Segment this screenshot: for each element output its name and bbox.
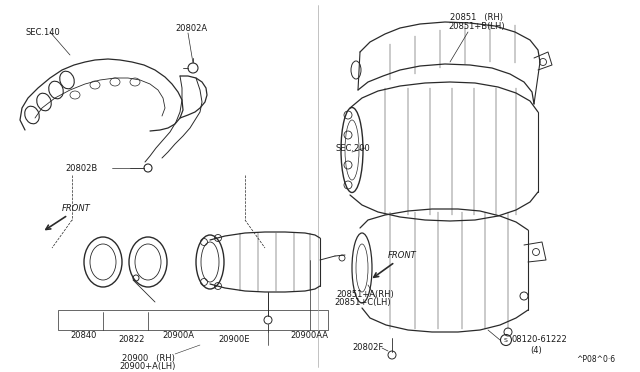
Text: 20851+B(LH): 20851+B(LH): [448, 22, 504, 31]
Text: FRONT: FRONT: [388, 251, 417, 260]
Bar: [58, 310, 328, 330]
Text: 08120-61222: 08120-61222: [512, 336, 568, 344]
Text: 20802A: 20802A: [175, 23, 207, 32]
Text: 20900E: 20900E: [218, 336, 250, 344]
Text: FRONT: FRONT: [62, 203, 91, 212]
Text: 20851+C(LH): 20851+C(LH): [334, 298, 390, 308]
Text: SEC.200: SEC.200: [336, 144, 371, 153]
Text: 20851   (RH): 20851 (RH): [450, 13, 503, 22]
Text: 20900   (RH): 20900 (RH): [122, 353, 175, 362]
Text: 20802F: 20802F: [352, 343, 383, 353]
Text: 20900+A(LH): 20900+A(LH): [120, 362, 176, 371]
Text: 20840: 20840: [70, 330, 97, 340]
Text: 20900A: 20900A: [162, 330, 194, 340]
Text: 20851+A(RH): 20851+A(RH): [336, 289, 394, 298]
Text: ^P08^0·6: ^P08^0·6: [576, 356, 615, 365]
Text: S: S: [504, 337, 508, 343]
Text: 20900AA: 20900AA: [290, 330, 328, 340]
Text: (4): (4): [530, 346, 541, 355]
Text: SEC.140: SEC.140: [25, 28, 60, 36]
Text: 20802B: 20802B: [65, 164, 97, 173]
Text: 20822: 20822: [118, 336, 145, 344]
